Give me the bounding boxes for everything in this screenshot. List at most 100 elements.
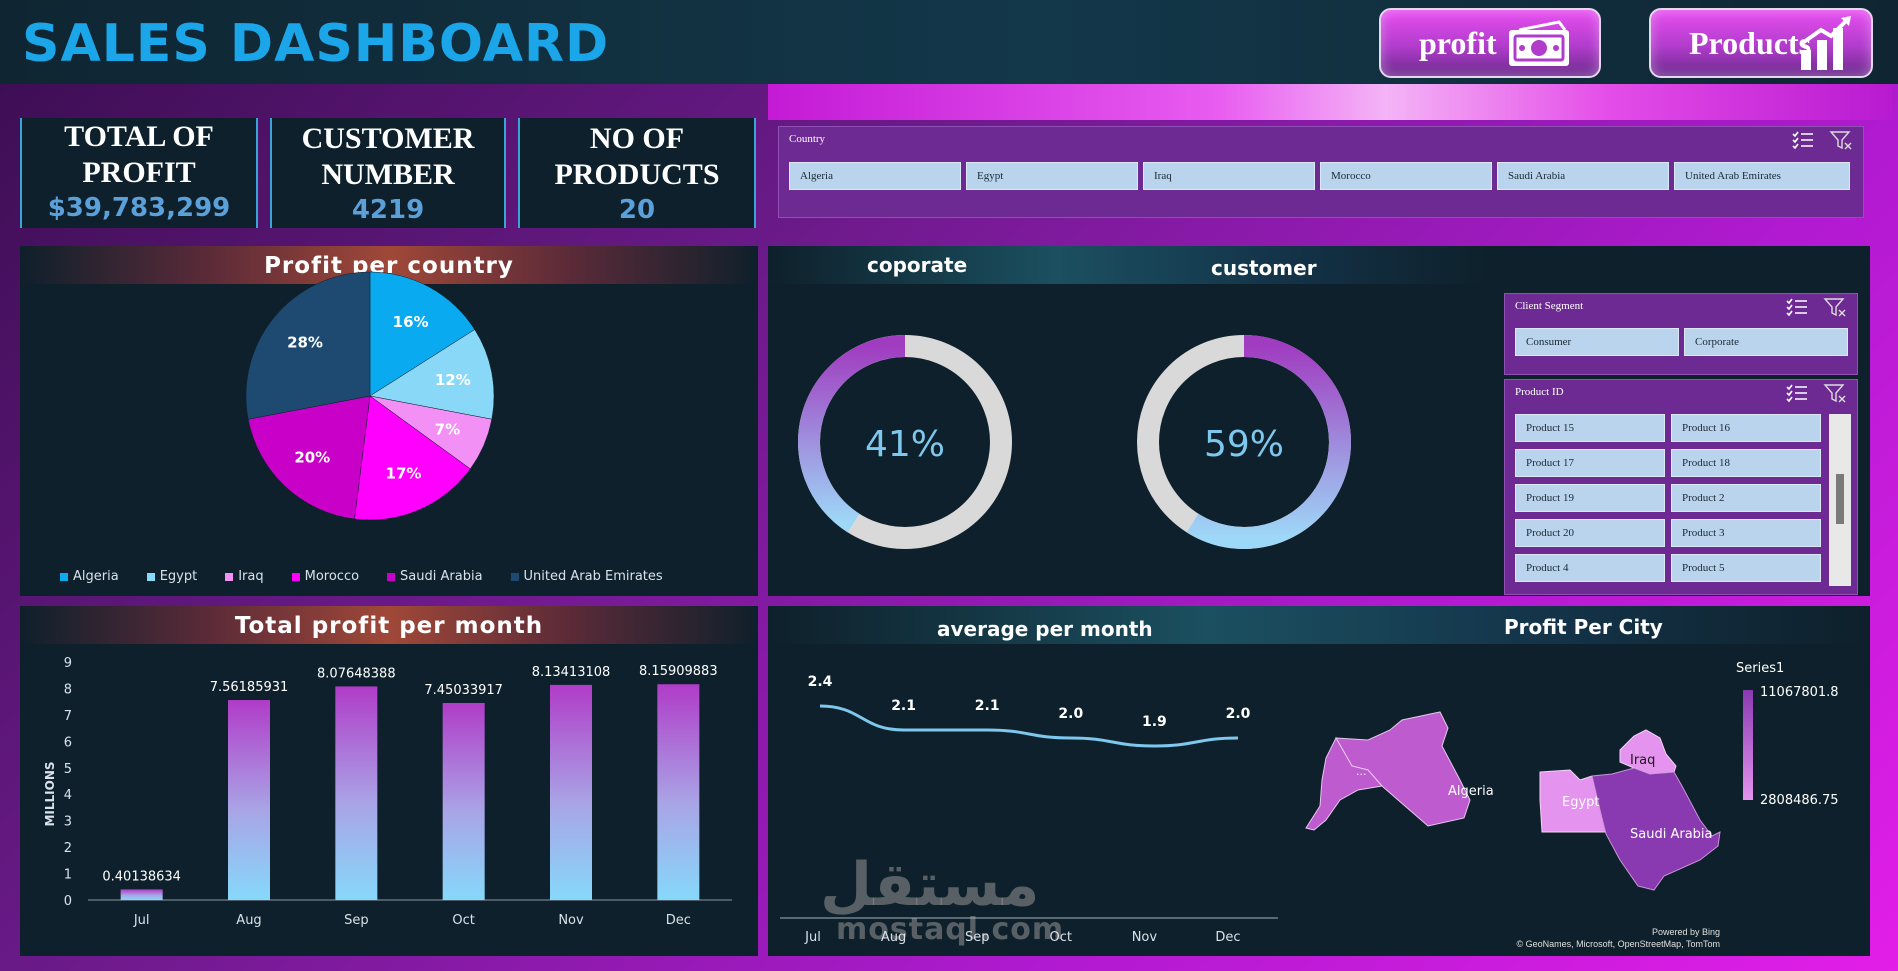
line-data-label: 2.1 [975,698,1000,714]
pie-slice-algeria[interactable] [369,271,476,397]
x-tick-label: Dec [1215,930,1240,945]
x-tick-label: Oct [452,913,474,928]
map-region-saudi-arabia[interactable] [1591,767,1721,891]
x-tick-label: Oct [1050,930,1072,945]
products-nav-button[interactable]: Products [1649,8,1873,78]
y-tick-label: 5 [64,762,72,777]
country-chip[interactable]: Saudi Arabia [1497,162,1669,190]
kpi-value: 20 [618,195,656,225]
legend-swatch [146,572,155,581]
y-tick-label: 8 [64,682,72,697]
donut-value-arc[interactable] [798,335,906,533]
clear-filter-icon[interactable] [1823,382,1847,409]
watermark-arabic: مستقل [820,850,1040,920]
x-tick-label: Sep [344,913,369,928]
bar-nov[interactable] [550,684,592,900]
product-chip[interactable]: Product 16 [1671,414,1821,442]
map-label-saudi-arabia: Saudi Arabia [1630,827,1713,842]
multi-select-icon[interactable] [1785,296,1809,323]
bar-sep[interactable] [335,686,378,900]
x-tick-label: Jul [804,930,821,945]
bar-dec[interactable] [657,684,700,900]
legend-item: Saudi Arabia [387,569,483,584]
legend-swatch [60,572,68,581]
country-chip[interactable]: Morocco [1320,162,1492,190]
profit-pie-chart: 16% 12% 7% 17% 20% 28% [245,271,495,521]
kpi-label-line1: NO OF [589,122,685,155]
map-region-morocco[interactable] [1305,736,1383,831]
slicer-scrollbar[interactable] [1829,414,1851,586]
product-chip[interactable]: Product 17 [1515,449,1665,477]
pie-slice-saudi-arabia[interactable] [247,395,371,520]
bar-oct[interactable] [442,702,485,900]
pie-data-label: 7% [435,420,460,438]
legend-label: Morocco [304,569,360,584]
product-id-slicer: Product ID Product 15 Product 16 Product… [1504,379,1858,595]
legend-item: Egypt [146,569,197,584]
legend-swatch [291,572,300,581]
segment-chip-corporate[interactable]: Corporate [1684,328,1848,356]
average-per-month-title: average per month [937,617,1153,641]
product-chip[interactable]: Product 19 [1515,484,1665,512]
legend-swatch [510,572,519,581]
product-chip[interactable]: Product 4 [1515,554,1665,582]
slicer-header: Product ID [1515,386,1564,398]
pie-slice-egypt[interactable] [369,329,495,420]
x-tick-label: Aug [236,913,261,928]
y-tick-label: 9 [64,656,72,671]
map-label-algeria: Algeria [1448,784,1494,799]
pie-slice-morocco[interactable] [354,395,471,521]
average-city-panel [768,606,1870,956]
bar-aug[interactable] [228,700,270,900]
scrollbar-thumb[interactable] [1836,474,1844,524]
money-bill-icon [1499,20,1577,80]
line-data-label: 2.0 [1058,706,1083,722]
bar-data-label: 8.13413108 [532,665,611,680]
pie-data-label: 16% [393,313,429,331]
multi-select-icon[interactable] [1785,382,1809,409]
product-chip[interactable]: Product 5 [1671,554,1821,582]
product-chip[interactable]: Product 18 [1671,449,1821,477]
line-data-label: 2.4 [808,674,833,690]
donut-center-label: 41% [865,424,945,465]
donut-center-label: 59% [1204,424,1284,465]
country-chip[interactable]: Iraq [1143,162,1315,190]
segment-chip-consumer[interactable]: Consumer [1515,328,1679,356]
pie-data-label: 12% [435,371,471,389]
multi-select-icon[interactable] [1791,129,1815,156]
profit-city-map: Algeria Egypt Iraq Saudi Arabia ... Seri… [1305,661,1839,891]
map-region-iraq[interactable] [1619,729,1677,775]
legend-label: Iraq [238,569,264,584]
legend-swatch [387,572,396,581]
y-tick-label: 6 [64,735,72,750]
product-chip[interactable]: Product 3 [1671,519,1821,547]
segment-donut-charts: 41% 59% [798,335,1351,549]
x-tick-label: Dec [666,913,691,928]
clear-filter-icon[interactable] [1829,129,1853,156]
pie-data-label: 20% [294,448,330,466]
line-data-label: 1.9 [1142,714,1167,730]
pie-slice-united-arab-emirates[interactable] [245,271,371,420]
country-chip[interactable]: Algeria [789,162,961,190]
profit-bar-chart: 0 1 2 3 4 5 6 7 8 9 MILLIONS 0.40138634 Jul 7.5618593… [43,656,732,928]
average-series-line[interactable] [819,704,1239,748]
legend-item: Morocco [291,569,360,584]
coporate-title: coporate [867,253,968,277]
legend-item: Algeria [60,569,119,584]
product-chip[interactable]: Product 20 [1515,519,1665,547]
products-nav-label: Products [1689,24,1812,61]
clear-filter-icon[interactable] [1823,296,1847,323]
pie-data-label: 17% [386,464,422,482]
product-chip[interactable]: Product 15 [1515,414,1665,442]
panel-title: Profit per country [20,246,758,284]
country-chip[interactable]: Egypt [966,162,1138,190]
slicer-header: Country [789,133,826,145]
map-color-scale [1743,690,1753,800]
legend-label: United Arab Emirates [523,569,663,584]
product-chip[interactable]: Product 2 [1671,484,1821,512]
country-chip[interactable]: United Arab Emirates [1674,162,1850,190]
page-title: SALES DASHBOARD [22,14,610,74]
profit-nav-button[interactable]: profit [1379,8,1601,78]
bar-jul[interactable] [120,889,163,900]
donut-value-arc[interactable] [1186,335,1351,549]
